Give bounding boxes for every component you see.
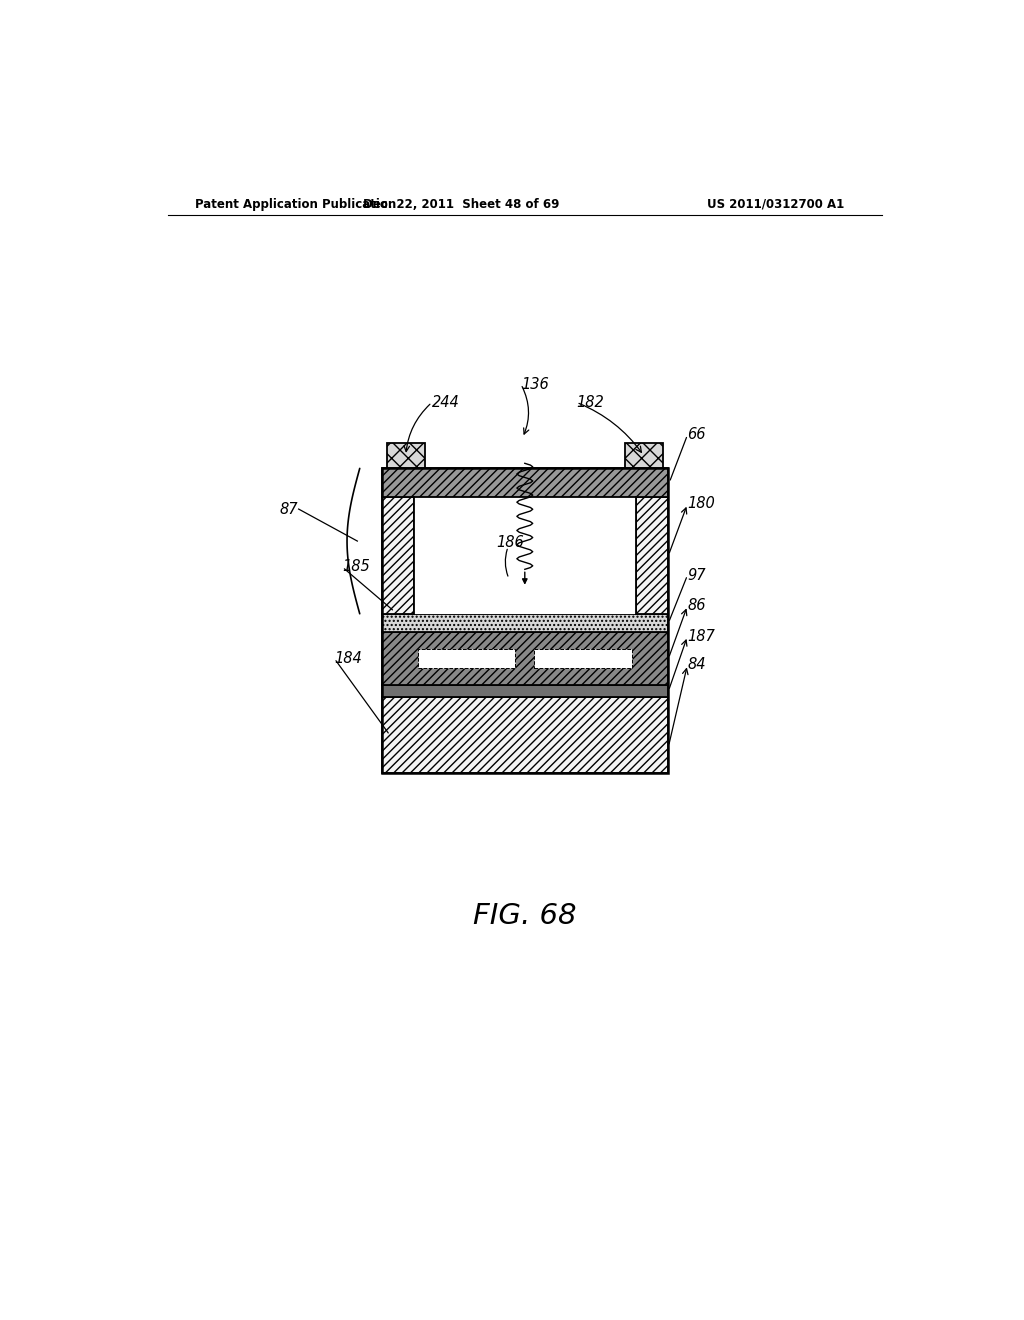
Bar xyxy=(414,496,636,614)
Bar xyxy=(382,496,414,614)
Text: 66: 66 xyxy=(687,428,706,442)
Text: 244: 244 xyxy=(432,395,460,409)
Bar xyxy=(418,649,515,668)
Text: 182: 182 xyxy=(577,395,604,409)
Bar xyxy=(636,496,668,614)
Text: 86: 86 xyxy=(687,598,706,612)
Bar xyxy=(382,632,668,685)
Text: 187: 187 xyxy=(687,628,715,644)
Bar xyxy=(387,444,425,469)
Text: 84: 84 xyxy=(687,657,706,672)
Text: 97: 97 xyxy=(687,568,706,582)
Bar xyxy=(382,614,668,632)
Text: 87: 87 xyxy=(280,502,298,516)
Text: FIG. 68: FIG. 68 xyxy=(473,902,577,929)
Text: Dec. 22, 2011  Sheet 48 of 69: Dec. 22, 2011 Sheet 48 of 69 xyxy=(364,198,559,211)
Bar xyxy=(382,469,668,496)
Text: 180: 180 xyxy=(687,496,715,511)
Bar xyxy=(625,444,663,469)
Text: Patent Application Publication: Patent Application Publication xyxy=(196,198,396,211)
Text: 184: 184 xyxy=(334,651,362,667)
Bar xyxy=(382,685,668,697)
Text: 185: 185 xyxy=(342,560,370,574)
Bar xyxy=(382,469,668,774)
Text: US 2011/0312700 A1: US 2011/0312700 A1 xyxy=(708,198,845,211)
Text: 186: 186 xyxy=(497,535,524,550)
Text: 136: 136 xyxy=(521,376,549,392)
Bar xyxy=(535,649,632,668)
Bar xyxy=(382,697,668,774)
